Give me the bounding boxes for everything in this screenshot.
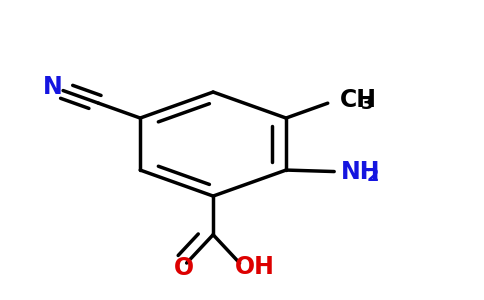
Text: NH: NH bbox=[340, 160, 380, 184]
Text: O: O bbox=[174, 256, 194, 280]
Text: 2: 2 bbox=[367, 167, 379, 185]
Text: CH: CH bbox=[340, 88, 377, 112]
Text: N: N bbox=[43, 75, 62, 99]
Text: 3: 3 bbox=[361, 95, 373, 113]
Text: OH: OH bbox=[235, 255, 275, 279]
